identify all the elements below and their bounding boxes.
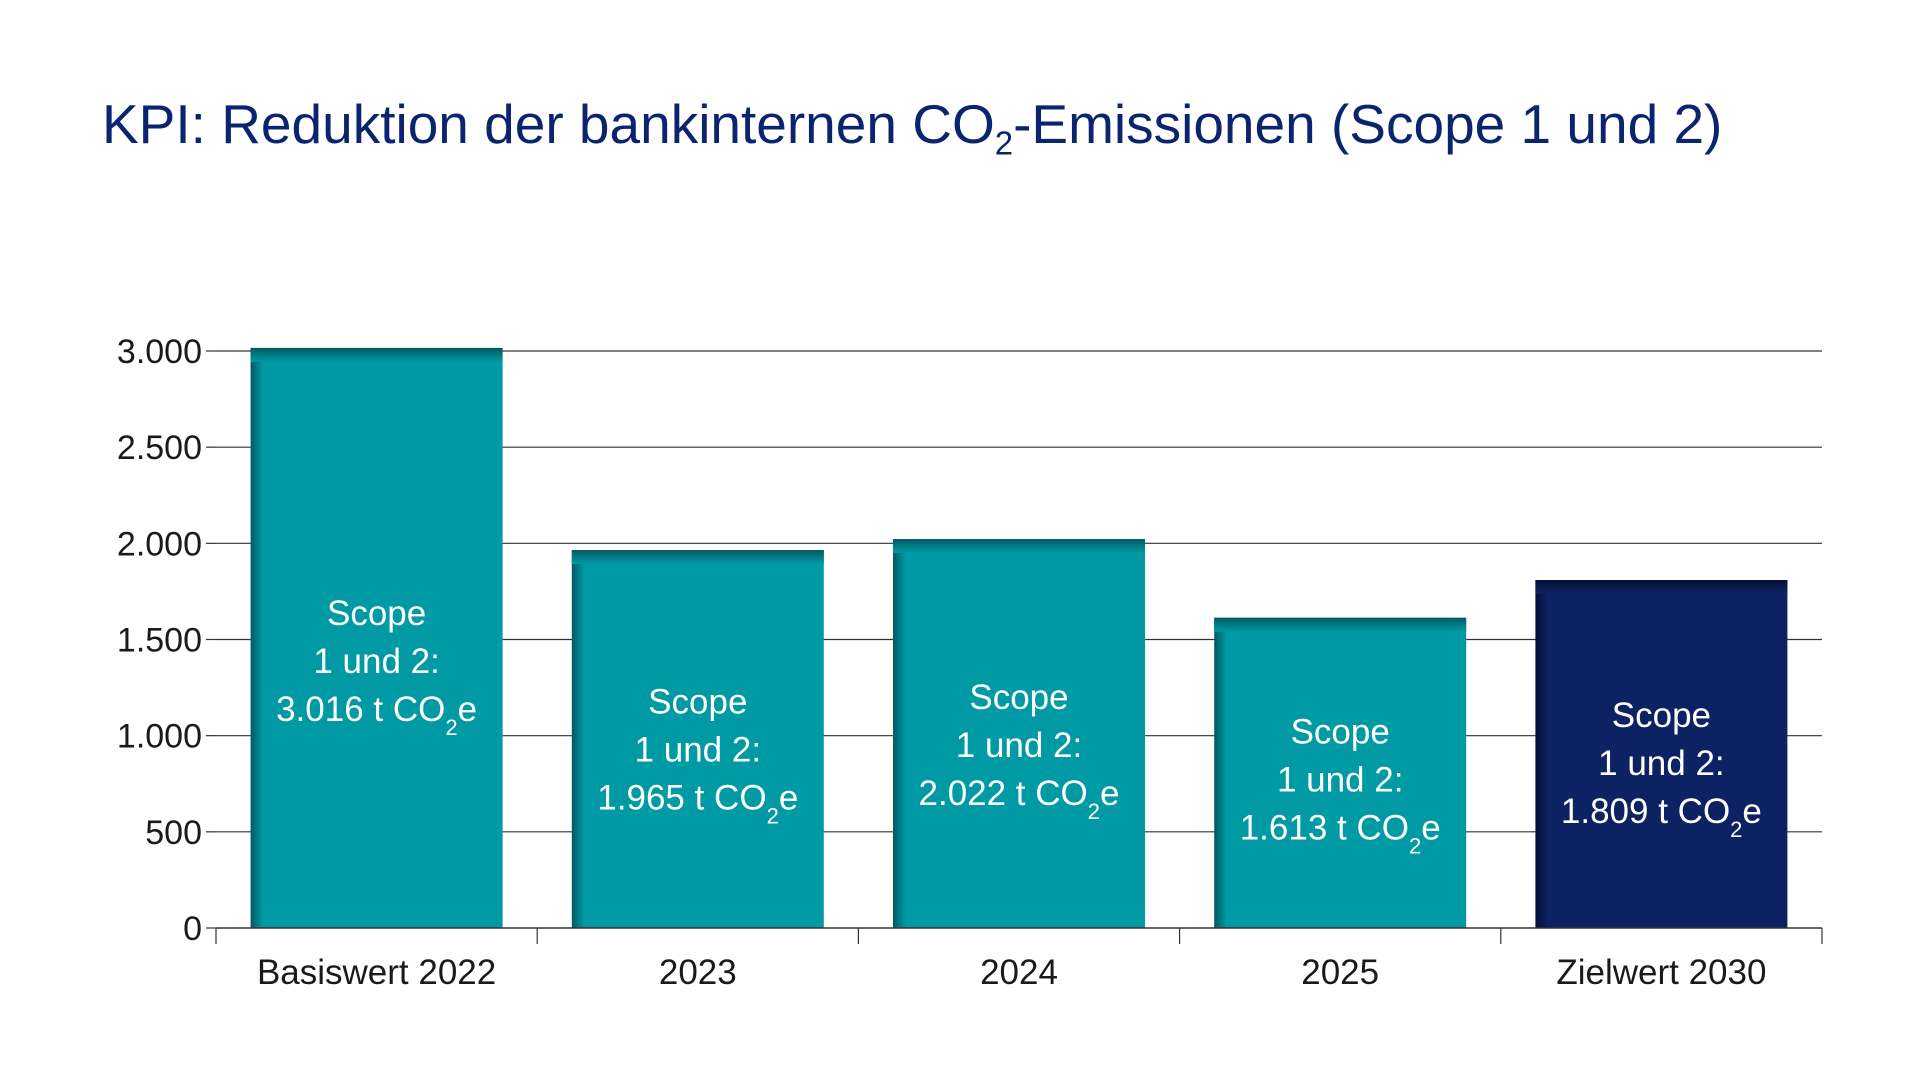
bar-label-line: Scope [648,683,747,722]
bar-value-label: 3.016 t CO2e [276,690,477,740]
y-tick-label: 2.000 [117,525,202,563]
y-tick-label: 3.000 [117,333,202,371]
bar-label-line: Scope [327,594,426,633]
y-tick-label: 0 [183,910,202,948]
bar [1535,580,1788,928]
x-category-label: 2025 [1301,953,1379,992]
x-category-label: Basiswert 2022 [257,953,496,992]
y-tick-label: 1.500 [117,622,202,660]
bar-value-label: 1.965 t CO2e [597,779,798,829]
chart-title-subscript: 2 [994,124,1014,162]
chart-title-rest: -Emissionen (Scope 1 und 2) [1013,93,1723,155]
x-category-label: Zielwert 2030 [1556,953,1766,992]
bar-label-line: 1 und 2: [635,731,762,770]
bar-label-line: Scope [1612,696,1711,735]
bar-top-shade [1535,580,1788,595]
bar-value-label: 1.613 t CO2e [1240,808,1441,858]
bar-group [571,550,824,928]
bar-label-line: Scope [969,678,1068,717]
bar-top-shade [250,347,503,362]
y-tick-label: 500 [145,814,202,852]
axes: 0 500 1.000 1.500 2.000 2.500 3.000 [117,333,1823,948]
bar-group [250,347,503,928]
bar-group [893,539,1145,928]
labels: Scope 1 und 2: 3.016 t CO2e Basiswert 2022 S… [257,594,1767,992]
y-tick-label: 1.000 [117,718,202,756]
bar-top-shade [1214,617,1467,632]
bar-value-label: 1.809 t CO2e [1561,792,1762,842]
bar-top-shade [893,539,1145,554]
y-tick-label: 2.500 [117,429,202,467]
x-category-label: 2023 [659,953,737,992]
bar [250,347,503,928]
chart-title: KPI: Reduktion der bankinternen CO2-Emis… [102,92,1722,163]
bar-group [1214,617,1467,928]
bar-group [1535,580,1788,928]
bar-value-label: 2.022 t CO2e [919,774,1120,824]
bars [250,347,1788,928]
bar [1214,617,1467,928]
bar-label-line: 1 und 2: [313,642,440,681]
bar-label-line: 1 und 2: [1277,760,1404,799]
bar [571,550,824,928]
x-category-label: 2024 [980,953,1058,992]
bar-top-shade [571,550,824,565]
bar [893,539,1145,928]
chart-title-main: KPI: Reduktion der bankinternen CO [102,93,995,155]
bar-label-line: 1 und 2: [1598,744,1725,783]
bar-label-line: 1 und 2: [956,726,1083,765]
bar-label-line: Scope [1291,712,1390,751]
